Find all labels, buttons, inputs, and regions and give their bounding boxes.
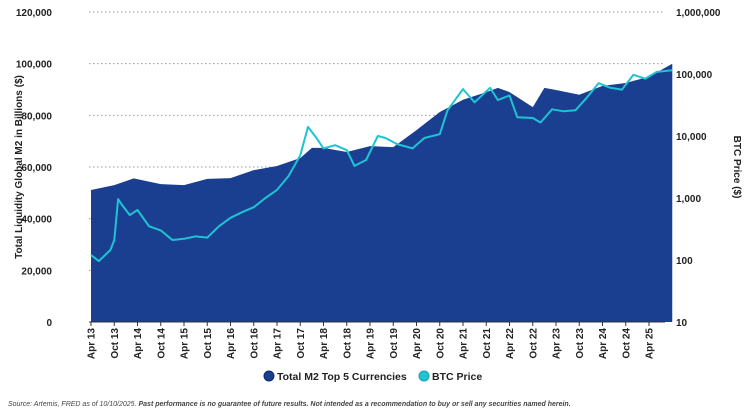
y-left-tick-label: 100,000 bbox=[16, 60, 53, 71]
x-tick-label: Oct 19 bbox=[389, 328, 400, 359]
x-tick-label: Oct 18 bbox=[342, 328, 353, 359]
x-tick-label: Oct 17 bbox=[296, 328, 307, 359]
x-tick-label: Apr 17 bbox=[273, 328, 284, 360]
x-tick-label: Apr 13 bbox=[87, 328, 98, 360]
x-tick-label: Apr 21 bbox=[459, 328, 470, 360]
x-tick-label: Apr 15 bbox=[180, 328, 191, 360]
y-right-tick-label: 1,000 bbox=[676, 194, 701, 205]
y-right-tick-label: 100,000 bbox=[676, 70, 713, 81]
x-tick-label: Oct 16 bbox=[249, 328, 260, 359]
x-tick-label: Apr 24 bbox=[598, 328, 609, 360]
x-tick-label: Oct 14 bbox=[156, 328, 167, 359]
source-note: Source: Artemis, FRED as of 10/10/2025. … bbox=[8, 401, 571, 408]
source-text: Source: Artemis, FRED as of 10/10/2025. bbox=[8, 401, 137, 408]
x-tick-label: Apr 16 bbox=[226, 328, 237, 360]
x-tick-label: Oct 13 bbox=[110, 328, 121, 359]
series-area-m2 bbox=[91, 64, 672, 322]
y-axis-right-title: BTC Price ($) bbox=[731, 136, 742, 199]
x-tick-label: Apr 14 bbox=[133, 328, 144, 360]
x-tick-label: Oct 20 bbox=[435, 328, 446, 359]
x-axis-ticks: Apr 13 Oct 13 Apr 14 Oct 14 Apr 15 Oct 15 Apr … bbox=[87, 322, 656, 359]
y-right-tick-label: 100 bbox=[676, 256, 693, 267]
y-left-tick-label: 120,000 bbox=[16, 8, 53, 19]
x-tick-label: Apr 18 bbox=[319, 328, 330, 360]
y-left-tick-label: 80,000 bbox=[21, 111, 52, 122]
y-left-tick-label: 20,000 bbox=[21, 266, 52, 277]
x-tick-label: Oct 21 bbox=[482, 328, 493, 359]
y-axis-right-ticks: 10 100 1,000 10,000 100,000 1,000,000 bbox=[676, 8, 721, 329]
x-tick-label: Apr 23 bbox=[552, 328, 563, 360]
y-left-tick-label: 60,000 bbox=[21, 163, 52, 174]
y-right-tick-label: 1,000,000 bbox=[676, 8, 721, 19]
y-right-tick-label: 10 bbox=[676, 318, 688, 329]
x-tick-label: Apr 22 bbox=[505, 328, 516, 360]
legend-label-m2: Total M2 Top 5 Currencies bbox=[277, 371, 407, 383]
y-left-tick-label: 40,000 bbox=[21, 215, 52, 226]
y-right-tick-label: 10,000 bbox=[676, 132, 707, 143]
x-tick-label: Apr 25 bbox=[645, 328, 656, 360]
legend-marker-m2 bbox=[264, 371, 274, 381]
x-tick-label: Oct 23 bbox=[575, 328, 586, 359]
x-tick-label: Apr 20 bbox=[412, 328, 423, 360]
y-axis-left-title: Total Liquidity Global M2 in Billions ($… bbox=[14, 75, 25, 259]
x-tick-label: Oct 22 bbox=[528, 328, 539, 359]
x-tick-label: Oct 24 bbox=[621, 328, 632, 359]
legend-label-btc: BTC Price bbox=[432, 371, 482, 383]
legend: Total M2 Top 5 Currencies BTC Price bbox=[264, 371, 482, 383]
x-tick-label: Apr 19 bbox=[366, 328, 377, 360]
x-tick-label: Oct 15 bbox=[203, 328, 214, 359]
disclaimer-text: Past performance is no guarantee of futu… bbox=[138, 401, 570, 408]
y-left-tick-label: 0 bbox=[46, 318, 52, 329]
legend-marker-btc bbox=[419, 371, 429, 381]
